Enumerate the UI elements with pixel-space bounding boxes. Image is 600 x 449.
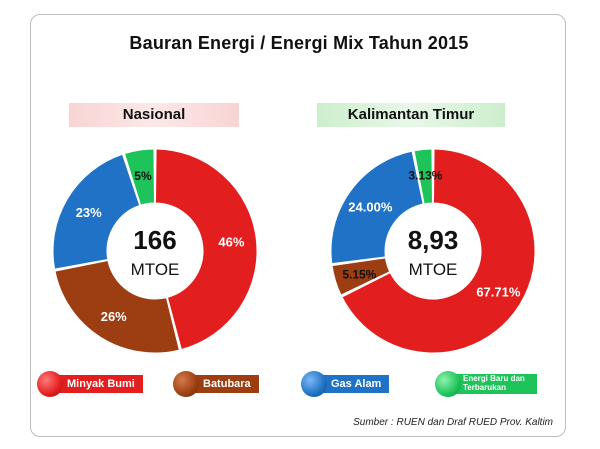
kaltim-label: Kalimantan Timur: [317, 103, 505, 127]
center-unit: MTOE: [131, 260, 180, 279]
legend-minyak-bumi-dot: [37, 371, 63, 397]
slice-label-batubara: 26%: [101, 309, 127, 324]
legend-batubara-label: Batubara: [189, 375, 259, 393]
source-note: Sumber : RUEN dan Draf RUED Prov. Kaltim: [353, 417, 553, 428]
slice-label-minyak-bumi: 67.71%: [476, 285, 521, 300]
donut-hole: [108, 204, 202, 298]
legend-energi-baru-dot: [435, 371, 461, 397]
center-value: 166: [133, 225, 176, 255]
slice-batubara: [331, 257, 391, 296]
legend-minyak-bumi-label: Minyak Bumi: [53, 375, 143, 393]
slice-batubara: [54, 259, 180, 354]
slice-minyak-bumi: [154, 148, 258, 351]
slice-minyak-bumi: [341, 148, 536, 354]
slice-label-energi-baru-dan-terbarukan: 5%: [134, 169, 152, 183]
legend-energi-baru-label: Energi Baru dan Terbarukan: [451, 374, 537, 394]
slice-label-gas-alam: 24.00%: [348, 199, 393, 214]
nasional-label: Nasional: [69, 103, 239, 127]
slice-gas-alam: [330, 150, 424, 265]
slice-energi-baru-dan-terbarukan: [413, 148, 434, 205]
chart-frame: Bauran Energi / Energi Mix Tahun 2015 Na…: [30, 14, 566, 437]
chart-title: Bauran Energi / Energi Mix Tahun 2015: [129, 33, 469, 53]
donut-hole: [386, 204, 480, 298]
legend-gas-alam-label: Gas Alam: [317, 375, 390, 393]
center-unit: MTOE: [409, 260, 458, 279]
slice-label-batubara: 5.15%: [342, 267, 376, 281]
slice-label-minyak-bumi: 46%: [218, 234, 244, 249]
slice-gas-alam: [52, 153, 141, 270]
legend-gas-alam-dot: [301, 371, 327, 397]
center-value: 8,93: [408, 225, 459, 255]
slice-label-energi-baru-dan-terbarukan: 3.13%: [408, 168, 442, 182]
donut-kaltim: 67.71% 5.15% 24.00% 3.13% 8,93 MTOE: [330, 148, 536, 354]
legend-batubara-dot: [173, 371, 199, 397]
donut-nasional: 46% 26% 23% 5% 166 MTOE: [52, 148, 258, 354]
slice-label-gas-alam: 23%: [76, 205, 102, 220]
slice-energi-baru-dan-terbarukan: [123, 148, 156, 206]
